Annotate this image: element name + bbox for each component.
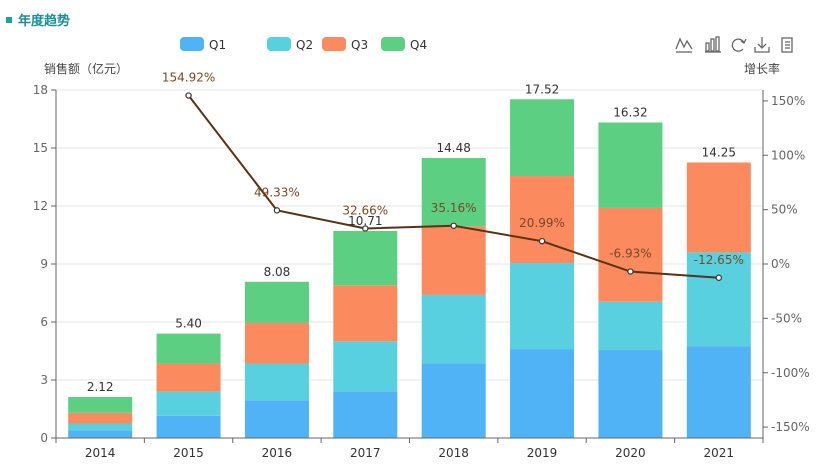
download-icon[interactable] <box>754 37 770 53</box>
bar-total-label: 14.48 <box>437 141 471 155</box>
bar-q3[interactable] <box>598 207 663 302</box>
y-tick-label: 12 <box>33 199 48 213</box>
x-tick-label: 2021 <box>704 446 735 460</box>
bar-q4[interactable] <box>510 99 575 177</box>
title-marker <box>6 16 12 23</box>
growth-rate-label: 49.33% <box>254 185 300 199</box>
y-tick-label: 0 <box>40 431 48 445</box>
bar-q3[interactable] <box>686 162 751 253</box>
legend-label-q4: Q4 <box>410 38 427 52</box>
bar-q2[interactable] <box>333 341 398 392</box>
y-axis-title: 销售额（亿元） <box>44 61 128 76</box>
y-tick-label: 15 <box>33 141 48 155</box>
growth-rate-label: -6.93% <box>609 247 651 261</box>
bar-q4[interactable] <box>598 122 663 208</box>
bar-q1[interactable] <box>510 349 575 438</box>
x-tick-label: 2019 <box>527 446 558 460</box>
bar-q4[interactable] <box>156 333 221 364</box>
bar-q4[interactable] <box>333 230 398 286</box>
y-tick-label: 18 <box>33 83 48 97</box>
bar-q3[interactable] <box>68 412 133 424</box>
legend-label-q1: Q1 <box>209 38 226 52</box>
growth-rate-point[interactable] <box>185 92 192 99</box>
chart-title: 年度趋势 <box>18 14 71 29</box>
bar-q3[interactable] <box>421 226 486 295</box>
bar-q4[interactable] <box>244 281 309 323</box>
y-tick-label: 9 <box>40 257 48 271</box>
bar-q2[interactable] <box>156 391 221 416</box>
bar-q2[interactable] <box>598 301 663 351</box>
legend-label-q2: Q2 <box>296 38 313 52</box>
x-tick-label: 2017 <box>350 446 381 460</box>
bar-q1[interactable] <box>156 415 221 438</box>
bar-q2[interactable] <box>686 252 751 347</box>
y2-axis-title: 增长率 <box>744 61 780 76</box>
y2-tick-label: -150% <box>771 420 810 434</box>
growth-rate-point[interactable] <box>362 225 369 232</box>
bar-q2[interactable] <box>510 263 575 350</box>
x-tick-label: 2018 <box>438 446 469 460</box>
growth-rate-label: -12.65% <box>694 253 744 267</box>
bar-q1[interactable] <box>68 430 133 438</box>
bar-total-label: 10.71 <box>348 214 382 228</box>
y2-tick-label: 100% <box>771 148 805 162</box>
y2-tick-label: -100% <box>771 366 810 380</box>
bar-q4[interactable] <box>68 397 133 413</box>
chart-title-block: 年度趋势 <box>6 10 70 29</box>
bar-q4[interactable] <box>421 158 486 227</box>
growth-rate-point[interactable] <box>450 222 457 229</box>
bar-q1[interactable] <box>421 363 486 438</box>
growth-rate-label: 20.99% <box>519 216 565 230</box>
y-tick-label: 6 <box>40 315 48 329</box>
growth-rate-point[interactable] <box>627 268 634 275</box>
legend-swatch-q1[interactable] <box>180 37 204 51</box>
bar-total-label: 8.08 <box>264 265 291 279</box>
data-view-icon[interactable] <box>781 37 793 53</box>
bar-q1[interactable] <box>333 391 398 438</box>
growth-rate-point[interactable] <box>538 237 546 245</box>
y-tick-label: 3 <box>40 373 48 387</box>
bar-total-label: 5.40 <box>175 317 202 331</box>
bar-q3[interactable] <box>156 363 221 392</box>
bar-q2[interactable] <box>244 363 309 401</box>
legend-label-q3: Q3 <box>351 38 368 52</box>
bar-q2[interactable] <box>68 423 133 431</box>
x-tick-label: 2015 <box>173 446 204 460</box>
legend-swatch-q4[interactable] <box>381 37 405 51</box>
growth-rate-label: 154.92% <box>162 71 215 85</box>
bar-chart-icon[interactable] <box>705 36 721 53</box>
legend-swatch-q3[interactable] <box>322 37 346 51</box>
legend-swatch-q2[interactable] <box>267 37 291 51</box>
bar-total-label: 2.12 <box>87 380 114 394</box>
growth-rate-label: 32.66% <box>342 203 388 217</box>
bar-total-label: 16.32 <box>613 105 647 119</box>
bar-total-label: 17.52 <box>525 82 559 96</box>
bar-total-label: 14.25 <box>702 146 736 160</box>
restore-icon[interactable] <box>731 38 747 52</box>
bar-q1[interactable] <box>598 350 663 438</box>
bar-q1[interactable] <box>244 400 309 438</box>
bar-q2[interactable] <box>421 294 486 364</box>
y2-tick-label: 50% <box>771 203 798 217</box>
growth-rate-point[interactable] <box>273 207 281 214</box>
y2-tick-label: 0% <box>771 257 790 271</box>
bar-q3[interactable] <box>244 322 309 364</box>
bar-q3[interactable] <box>333 285 398 342</box>
growth-rate-label: 35.16% <box>431 201 477 215</box>
x-tick-label: 2014 <box>85 446 116 460</box>
y2-tick-label: -50% <box>771 311 802 325</box>
x-tick-label: 2020 <box>615 446 646 460</box>
line-chart-icon[interactable] <box>675 37 693 53</box>
x-tick-label: 2016 <box>262 446 293 460</box>
bar-q1[interactable] <box>686 346 751 438</box>
growth-rate-point[interactable] <box>715 274 723 281</box>
y2-tick-label: 150% <box>771 94 805 108</box>
